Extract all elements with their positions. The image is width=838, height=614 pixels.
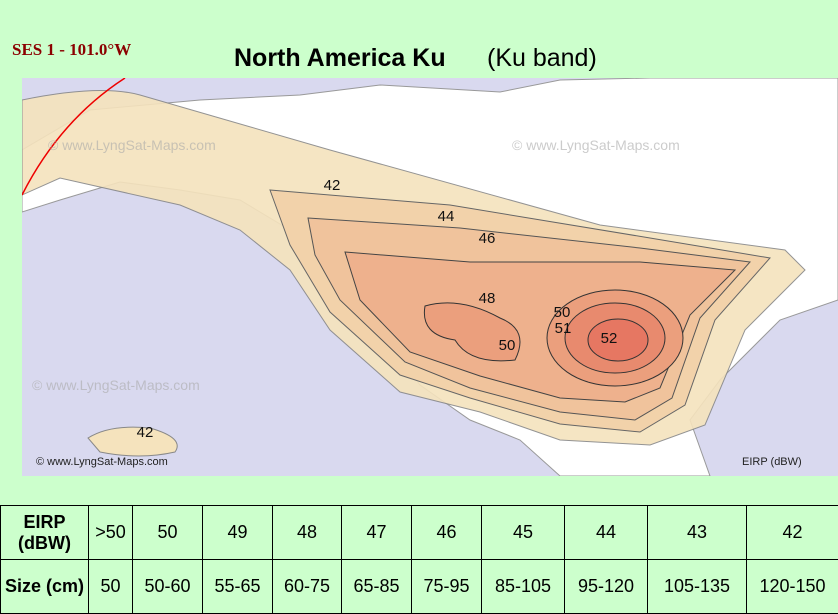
size-table: EIRP (dBW) >50 50 49 48 47 46 45 44 43 42 Size (cm)… (0, 505, 838, 614)
map: © www.LyngSat-Maps.com © www.LyngSat-Map… (22, 78, 838, 476)
table-cell: 50-60 (132, 559, 203, 614)
table-cell: 95-120 (564, 559, 648, 614)
contour (587, 318, 649, 362)
legend-label: EIRP (dBW) (742, 456, 802, 468)
table-cell: 45 (481, 505, 565, 560)
table-cell: 46 (411, 505, 482, 560)
table-cell: 43 (647, 505, 747, 560)
contour-label: 46 (479, 230, 496, 247)
contour (423, 302, 521, 362)
table-cell: 105-135 (647, 559, 747, 614)
watermark: © www.LyngSat-Maps.com (48, 137, 216, 153)
watermark: © www.LyngSat-Maps.com (32, 377, 200, 393)
table-cell: 85-105 (481, 559, 565, 614)
row-header: Size (cm) (0, 559, 89, 614)
table-cell: 50 (88, 559, 133, 614)
table-cell: 44 (564, 505, 648, 560)
table-cell: 120-150 (746, 559, 838, 614)
table-row: EIRP (dBW) >50 50 49 48 47 46 45 44 43 42 (0, 505, 838, 560)
table-cell: 65-85 (341, 559, 412, 614)
contour-label: 52 (601, 330, 618, 347)
contour-label: 50 (554, 304, 571, 321)
table-cell: >50 (88, 505, 133, 560)
title: North America Ku (234, 44, 446, 72)
copyright: © www.LyngSat-Maps.com (36, 456, 168, 468)
row-header: EIRP (dBW) (0, 505, 89, 560)
contour-label: 48 (479, 290, 496, 307)
table-cell: 49 (202, 505, 273, 560)
contour-label: 51 (555, 320, 572, 337)
table-cell: 48 (272, 505, 342, 560)
satellite-name: SES 1 - 101.0°W (12, 40, 131, 59)
contour-label: 42 (137, 424, 154, 441)
table-cell: 75-95 (411, 559, 482, 614)
map-panel: SES 1 - 101.0°W North America Ku (Ku ban… (12, 40, 838, 476)
table-row: Size (cm) 50 50-60 55-65 60-75 65-85 75-95 85-1… (0, 559, 838, 614)
watermark: © www.LyngSat-Maps.com (512, 137, 680, 153)
subtitle: (Ku band) (487, 44, 597, 72)
contour-label: 44 (438, 208, 455, 225)
horizon-line (22, 78, 126, 196)
table-cell: 50 (132, 505, 203, 560)
table-cell: 55-65 (202, 559, 273, 614)
contour-label: 50 (499, 337, 516, 354)
table-cell: 60-75 (272, 559, 342, 614)
contour-label: 42 (324, 177, 341, 194)
table-cell: 47 (341, 505, 412, 560)
hawaii-contour (87, 426, 178, 457)
table-cell: 42 (746, 505, 838, 560)
